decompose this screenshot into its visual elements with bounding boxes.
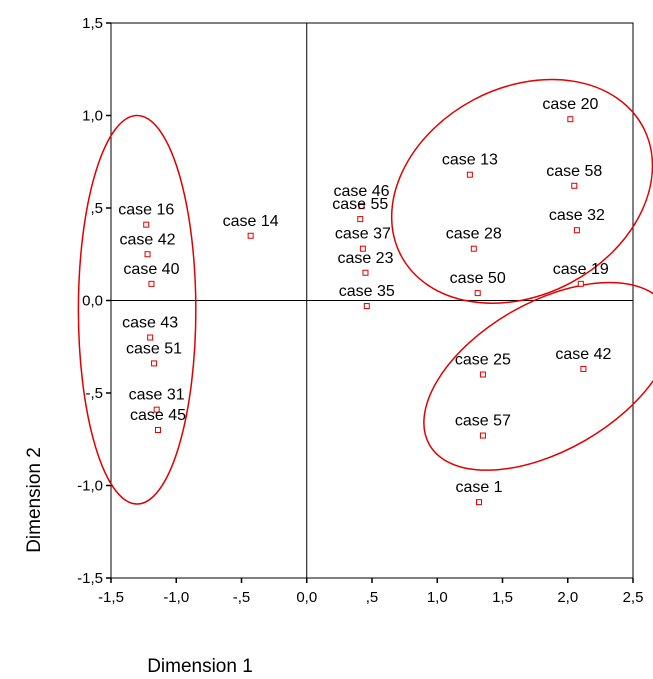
y-tick-label: -1,5 [77,570,103,587]
data-point [144,251,151,258]
x-tick-label: ,5 [366,589,379,606]
point-label: case 55 [332,196,388,213]
y-tick-label: 1,0 [82,108,103,125]
x-tick-label: 0,0 [296,589,317,606]
x-tick-label: 2,5 [623,589,644,606]
data-point [580,365,587,372]
data-point [470,245,477,252]
data-point [362,269,369,276]
point-label: case 19 [553,261,609,278]
cluster-ellipse [390,78,653,304]
data-point [247,232,254,239]
data-point [357,216,364,223]
data-point [154,427,161,433]
point-label: case 57 [455,413,511,430]
y-tick-label: ,5 [90,200,103,217]
y-tick-label: 1,5 [82,15,103,32]
point-label: case 35 [339,283,395,300]
point-label: case 20 [542,96,598,113]
data-point [479,371,486,378]
x-tick-label: -,5 [233,589,251,606]
data-point [571,182,578,189]
point-label: case 51 [126,340,182,357]
point-label: case 14 [223,213,279,230]
y-tick-label: -,5 [85,385,103,402]
point-label: case 45 [130,407,186,424]
data-point [358,203,365,210]
point-label: case 13 [442,152,498,169]
x-axis-label: Dimension 1 [147,656,253,677]
point-label: case 50 [450,270,506,287]
data-point [148,280,155,287]
data-point [476,499,483,506]
point-label: case 28 [446,226,502,243]
point-label: case 58 [546,163,602,180]
x-tick-label: 1,0 [427,589,448,606]
cluster-ellipse [77,114,197,505]
data-point [567,116,574,123]
point-label: case 46 [334,183,390,200]
point-label: case 42 [120,231,176,248]
point-label: case 23 [337,250,393,267]
x-tick-label: -1,5 [98,589,124,606]
data-point [466,171,473,178]
data-point [577,280,584,287]
y-axis-label: Dimension 2 [24,447,45,553]
data-point [359,245,366,252]
point-label: case 1 [455,479,502,496]
data-point [143,221,150,228]
point-label: case 31 [129,387,185,404]
data-point [151,360,158,367]
point-label: case 37 [335,226,391,243]
data-point [474,290,481,297]
data-point [147,334,154,341]
y-tick-label: -1,0 [77,478,103,495]
data-point [479,432,486,439]
point-label: case 16 [118,202,174,219]
x-tick-label: 2,0 [557,589,578,606]
point-label: case 43 [122,315,178,332]
point-label: case 40 [123,261,179,278]
point-label: case 25 [455,352,511,369]
x-tick-label: -1,0 [163,589,189,606]
point-label: case 42 [555,346,611,363]
y-tick-label: 0,0 [82,293,103,310]
data-point [153,406,160,413]
data-point [573,227,580,234]
data-point [363,303,370,310]
cluster-ellipse [423,281,653,471]
x-tick-label: 1,5 [492,589,513,606]
point-label: case 32 [549,207,605,224]
